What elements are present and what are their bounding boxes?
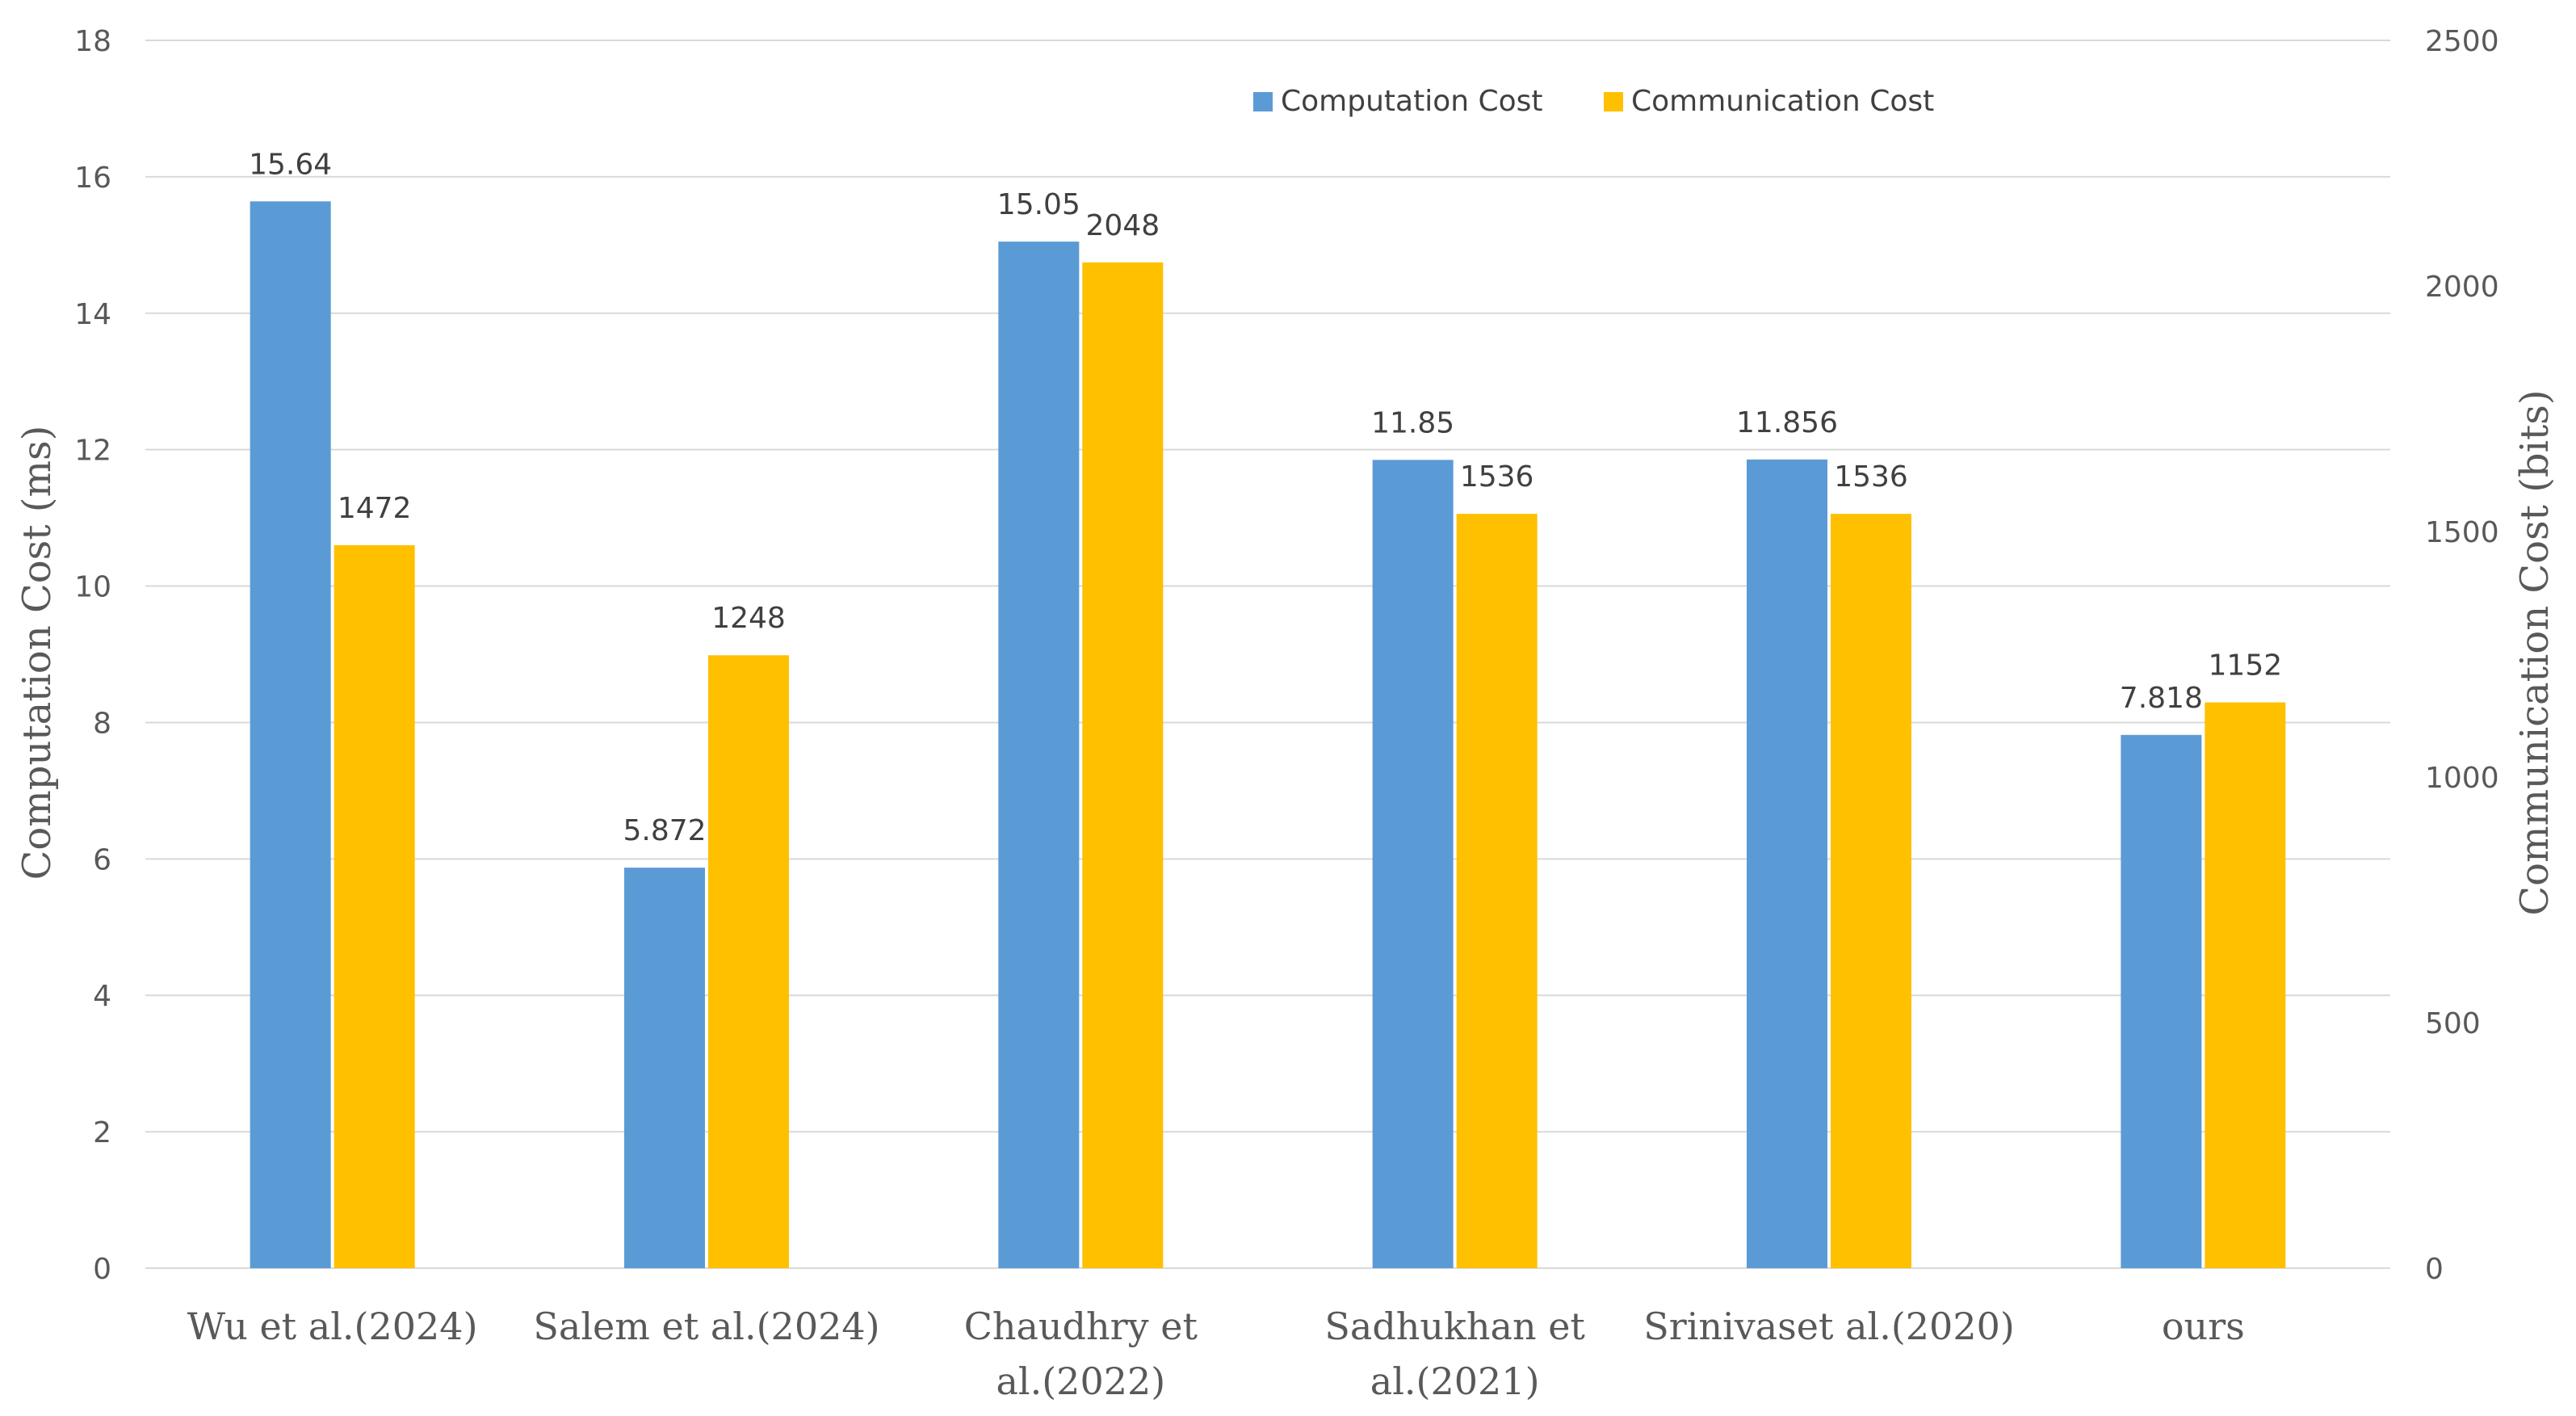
- category-label: Sadhukhan et al.(2021): [1324, 1305, 1585, 1403]
- gridlines: [145, 40, 2390, 1269]
- left-tick-label: 6: [93, 843, 111, 876]
- category-label-line: Chaudhry et: [964, 1305, 1198, 1348]
- left-tick-label: 14: [74, 298, 111, 331]
- data-labels: 15.6414725.872124815.05204811.85153611.8…: [249, 148, 2282, 847]
- category-label: Wu et al.(2024): [187, 1305, 478, 1348]
- right-tick-label: 1500: [2425, 516, 2499, 549]
- right-axis-title: Communication Cost (bits): [2512, 389, 2557, 915]
- left-tick-label: 4: [93, 980, 111, 1013]
- right-tick-label: 0: [2425, 1253, 2444, 1286]
- data-label-computation-cost: 11.856: [1736, 406, 1838, 439]
- data-label-communication-cost: 2048: [1086, 209, 1160, 242]
- category-label-line: al.(2022): [996, 1359, 1165, 1403]
- right-tick-label: 2500: [2425, 25, 2499, 58]
- left-tick-label: 0: [93, 1253, 111, 1286]
- category-label: ours: [2162, 1305, 2245, 1348]
- left-axis-title: Computation Cost (ms): [15, 426, 60, 880]
- bar-communication-cost: [708, 655, 789, 1268]
- right-tick-label: 2000: [2425, 271, 2499, 304]
- bar-computation-cost: [1372, 460, 1454, 1268]
- category-labels: Wu et al.(2024) Salem et al.(2024) Chaudhr…: [187, 1305, 2245, 1403]
- legend-label: Computation Cost: [1281, 85, 1543, 118]
- left-tick-label: 18: [74, 25, 111, 58]
- category-label: Srinivaset al.(2020): [1643, 1305, 2015, 1348]
- bars: [250, 201, 2286, 1269]
- data-label-computation-cost: 5.872: [623, 814, 706, 847]
- data-label-communication-cost: 1248: [711, 602, 786, 635]
- bar-communication-cost: [2205, 702, 2286, 1268]
- bar-communication-cost: [1831, 514, 1911, 1268]
- category-label: Chaudhry et al.(2022): [964, 1305, 1198, 1403]
- bar-computation-cost: [624, 868, 705, 1268]
- data-label-communication-cost: 1152: [2209, 649, 2283, 683]
- right-tick-label: 1000: [2425, 762, 2499, 795]
- legend: Computation Cost Communication Cost: [1253, 85, 1934, 118]
- legend-label: Communication Cost: [1631, 85, 1934, 118]
- category-label-line: Srinivaset al.(2020): [1643, 1305, 2015, 1348]
- data-label-computation-cost: 11.85: [1371, 406, 1454, 439]
- category-label-line: Salem et al.(2024): [533, 1305, 879, 1348]
- legend-swatch: [1253, 92, 1273, 111]
- category-label: Salem et al.(2024): [533, 1305, 879, 1348]
- legend-swatch: [1604, 92, 1623, 111]
- bar-communication-cost: [1456, 514, 1538, 1268]
- data-label-computation-cost: 7.818: [2120, 682, 2203, 715]
- category-label-line: Sadhukhan et: [1324, 1305, 1585, 1348]
- bar-computation-cost: [250, 201, 331, 1268]
- category-label-line: ours: [2162, 1305, 2245, 1348]
- left-tick-label: 16: [74, 162, 111, 195]
- data-label-communication-cost: 1472: [338, 492, 412, 525]
- bar-communication-cost: [334, 545, 415, 1268]
- right-tick-label: 500: [2425, 1007, 2481, 1040]
- data-label-computation-cost: 15.64: [249, 148, 332, 181]
- bar-computation-cost: [2121, 734, 2202, 1268]
- left-tick-label: 10: [74, 571, 111, 604]
- bar-computation-cost: [998, 242, 1080, 1269]
- bar-computation-cost: [1747, 459, 1827, 1268]
- category-label-line: al.(2021): [1370, 1359, 1540, 1403]
- data-label-computation-cost: 15.05: [997, 188, 1080, 221]
- data-label-communication-cost: 1536: [1834, 460, 1908, 494]
- bar-communication-cost: [1082, 262, 1164, 1268]
- data-label-communication-cost: 1536: [1460, 460, 1534, 494]
- left-tick-label: 12: [74, 435, 111, 468]
- left-tick-label: 8: [93, 707, 111, 740]
- left-axis-ticks: 0 2 4 6 8 10 12 14 16 18: [74, 25, 111, 1286]
- category-label-line: Wu et al.(2024): [187, 1305, 478, 1348]
- left-tick-label: 2: [93, 1116, 111, 1149]
- right-axis-ticks: 0 500 1000 1500 2000 2500: [2425, 25, 2499, 1286]
